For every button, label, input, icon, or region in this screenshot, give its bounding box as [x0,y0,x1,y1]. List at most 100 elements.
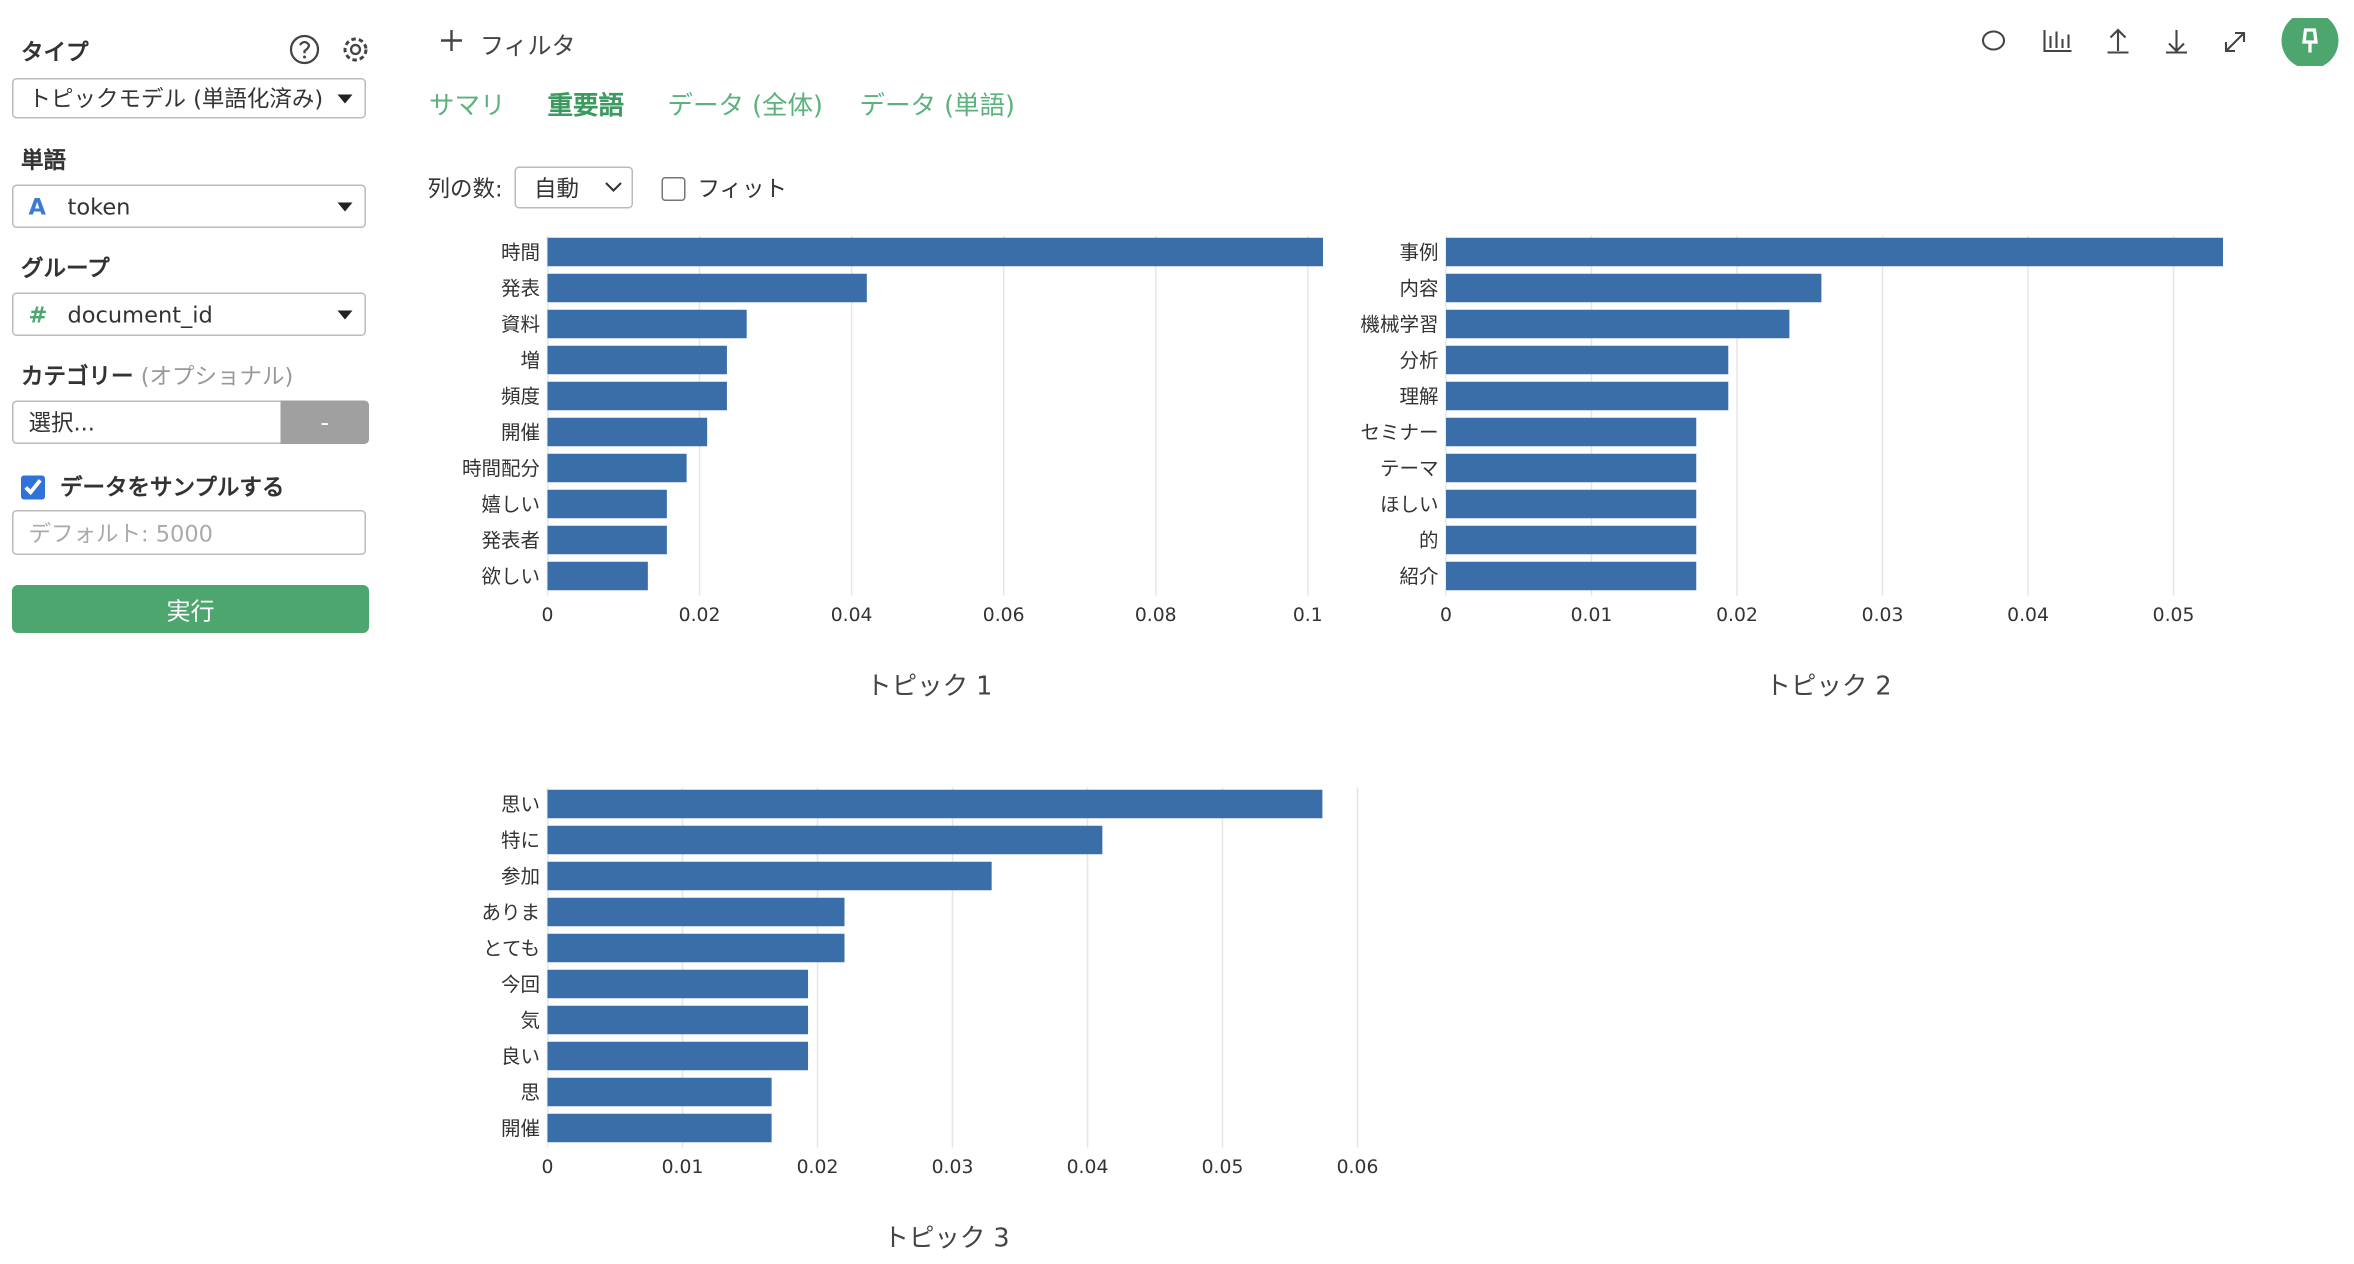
y-tick-label: 今回 [501,973,540,996]
bar [547,309,747,339]
fit-checkbox[interactable] [661,176,686,201]
y-tick-label: 特に [501,829,540,852]
x-tick-label: 0.04 [1067,1157,1109,1178]
group-value: document_id [67,300,213,328]
y-tick-label: 頻度 [501,385,540,408]
bar [1446,345,1729,375]
bar [547,417,708,447]
x-tick-label: 0.02 [797,1157,839,1178]
y-tick-label: 思 [520,1081,540,1104]
y-tick-label: 増 [520,349,540,372]
columns-select[interactable]: 自動 [514,166,633,209]
chart-title: トピック 1 [866,672,992,702]
tab[interactable]: サマリ [429,91,506,122]
filter-button[interactable]: フィルタ [480,31,576,61]
x-tick-label: 0.04 [831,605,873,626]
y-tick-label: 時間 [501,241,540,264]
x-tick-label: 0.02 [679,605,721,626]
y-tick-label: 参加 [501,865,540,888]
bar [547,933,845,963]
sample-label: データをサンプルする [60,474,285,501]
help-icon[interactable] [289,34,320,65]
category-placeholder: 選択... [28,409,95,437]
columns-label: 列の数: [427,175,503,203]
y-tick-label: 事例 [1399,241,1438,264]
bar [547,861,992,891]
tab[interactable]: データ (全体) [667,91,824,122]
word-value: token [67,192,131,220]
filter-plus [441,30,462,51]
fit-row: フィット [661,173,788,205]
y-tick-label: 開催 [501,1117,540,1140]
bar [547,789,1323,819]
bar [547,1077,772,1107]
expand-icon[interactable] [2224,31,2246,53]
y-tick-label: 内容 [1399,277,1438,300]
bar [547,453,687,483]
bar [547,561,648,591]
category-heading: カテゴリー (オプショナル) [21,360,293,392]
x-tick-label: 0.02 [1716,605,1758,626]
y-tick-label: 思い [501,793,540,816]
y-tick-label: 時間配分 [462,457,540,480]
sample-input[interactable]: デフォルト: 5000 [12,510,366,555]
x-tick-label: 0.1 [1293,605,1323,626]
category-optional: (オプショナル) [140,363,294,390]
bar [1446,273,1822,303]
fit-label: フィット [697,175,788,203]
bar [547,1005,809,1035]
bar [1446,237,2223,267]
sample-placeholder: デフォルト: 5000 [28,519,214,547]
x-tick-label: 0.06 [983,605,1025,626]
icons [289,34,368,65]
y-tick-label: 分析 [1399,349,1438,372]
chart-title: トピック 3 [883,1224,1009,1254]
x-tick-label: 0.05 [1202,1157,1244,1178]
x-tick-label: 0.01 [662,1157,704,1178]
x-tick-label: 0.04 [2007,605,2049,626]
category-button[interactable]: - [280,400,369,444]
tab[interactable]: データ (単語) [859,91,1016,122]
bar [1446,381,1729,411]
columns-value: 自動 [534,174,580,202]
x-tick-label: 0 [1440,605,1452,626]
chart-icon[interactable] [2043,30,2072,53]
type-select[interactable]: トピックモデル (単語化済み) [12,78,366,119]
tab[interactable]: 重要語 [547,91,625,122]
y-tick-label: 資料 [501,313,540,336]
y-tick-label: 発表者 [481,529,540,552]
bar [547,825,1103,855]
bar [547,381,727,411]
bar [547,525,667,555]
y-tick-label: ほしい [1380,493,1439,516]
toolbar-icons [1981,18,2339,66]
settings-icon[interactable] [343,37,368,62]
bar [547,345,727,375]
sample-checkbox[interactable] [21,474,45,499]
x-tick-label: 0.06 [1337,1157,1379,1178]
x-tick-label: 0.08 [1135,605,1177,626]
category-input[interactable]: 選択... [12,400,282,444]
bar [1446,309,1790,339]
y-tick-label: 欲しい [481,565,540,588]
run-button[interactable]: 実行 [12,585,369,633]
type-label: タイプ [21,39,89,66]
y-tick-label: とても [483,937,540,960]
x-tick-label: 0.05 [2153,605,2195,626]
group-select[interactable]: # document_id [12,292,366,336]
bar [1446,489,1697,519]
bar [1446,525,1697,555]
comment-icon[interactable] [1981,30,2006,51]
bar [547,969,809,999]
download-icon[interactable] [2166,30,2187,54]
y-tick-label: 嬉しい [481,493,540,516]
x-tick-label: 0.03 [1862,605,1904,626]
category-label: カテゴリー [21,363,134,390]
y-tick-label: テーマ [1380,457,1439,480]
upload-icon[interactable] [2107,28,2129,54]
y-tick-label: セミナー [1360,421,1438,444]
y-tick-label: 紹介 [1399,565,1439,588]
